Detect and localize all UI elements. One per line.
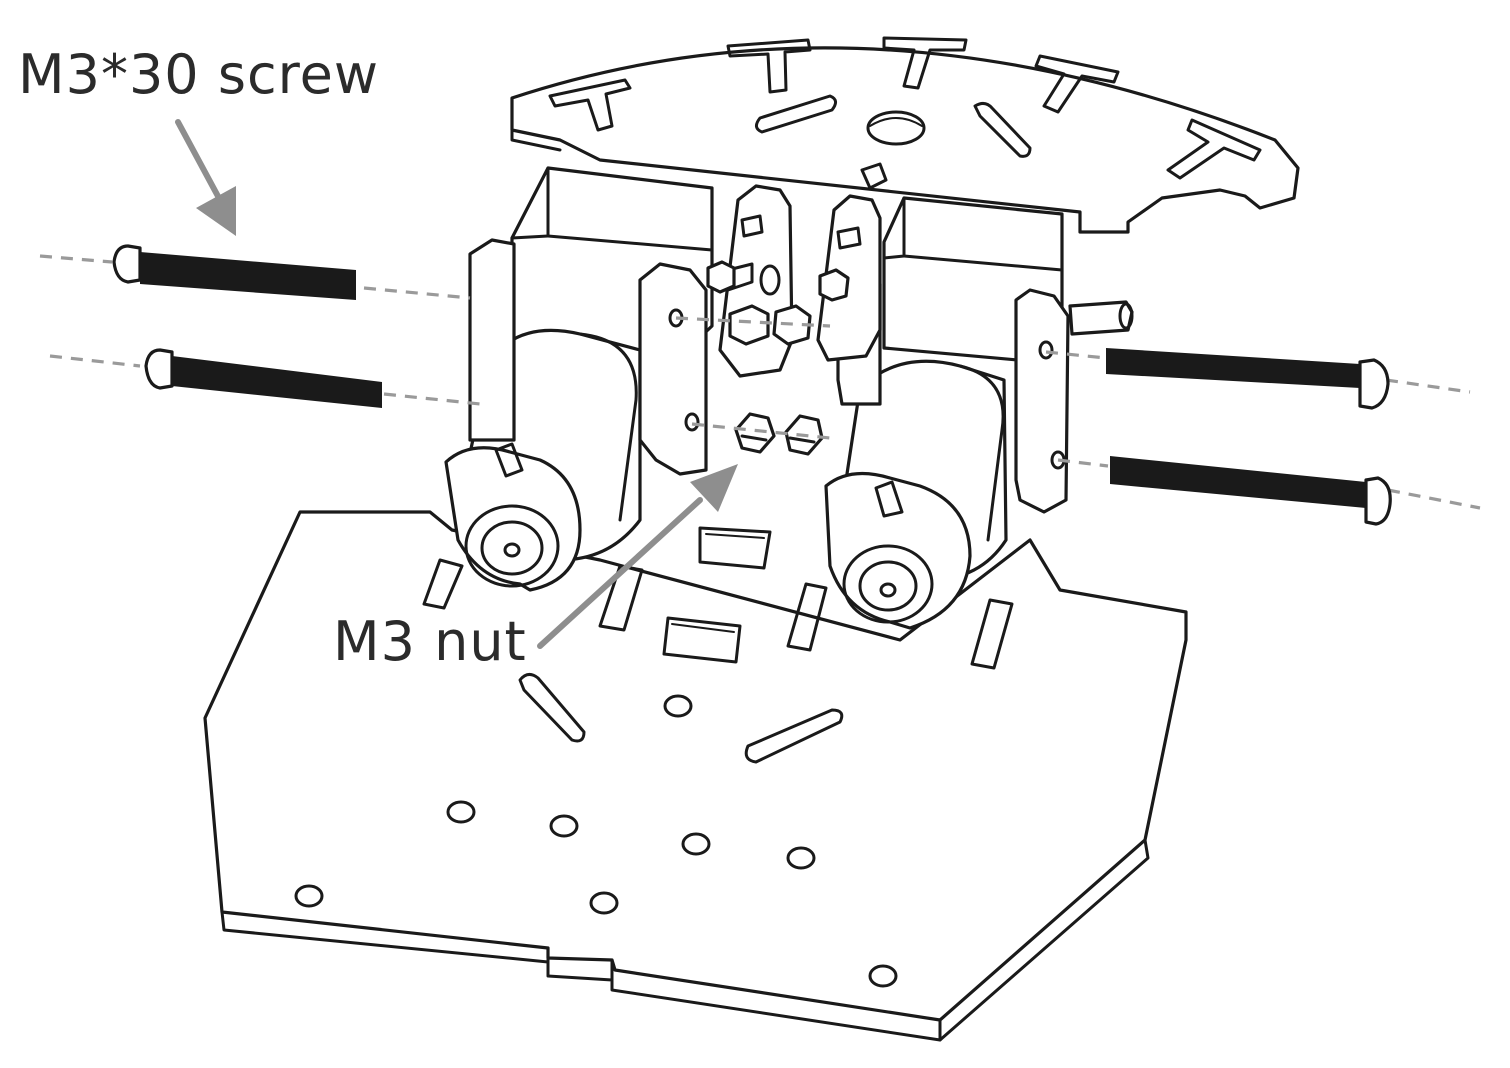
screw-label: M3*30 screw: [18, 43, 380, 106]
nut-label: M3 nut: [333, 610, 527, 673]
right-motor: [824, 196, 1134, 630]
center-brackets: [706, 162, 888, 378]
screw-left-top: [112, 244, 356, 300]
screw-right-top: [1106, 348, 1390, 410]
screw-left-bottom: [144, 348, 382, 408]
upper-plate: [510, 36, 1300, 234]
nut-callout-arrow: [537, 464, 738, 649]
screw-callout-arrow: [175, 119, 236, 236]
left-motor: [444, 166, 714, 592]
guide-lines: [39, 254, 1481, 510]
base-plate: [203, 510, 1188, 1042]
screw-right-bottom: [1110, 456, 1392, 526]
loose-nuts: [734, 412, 824, 456]
